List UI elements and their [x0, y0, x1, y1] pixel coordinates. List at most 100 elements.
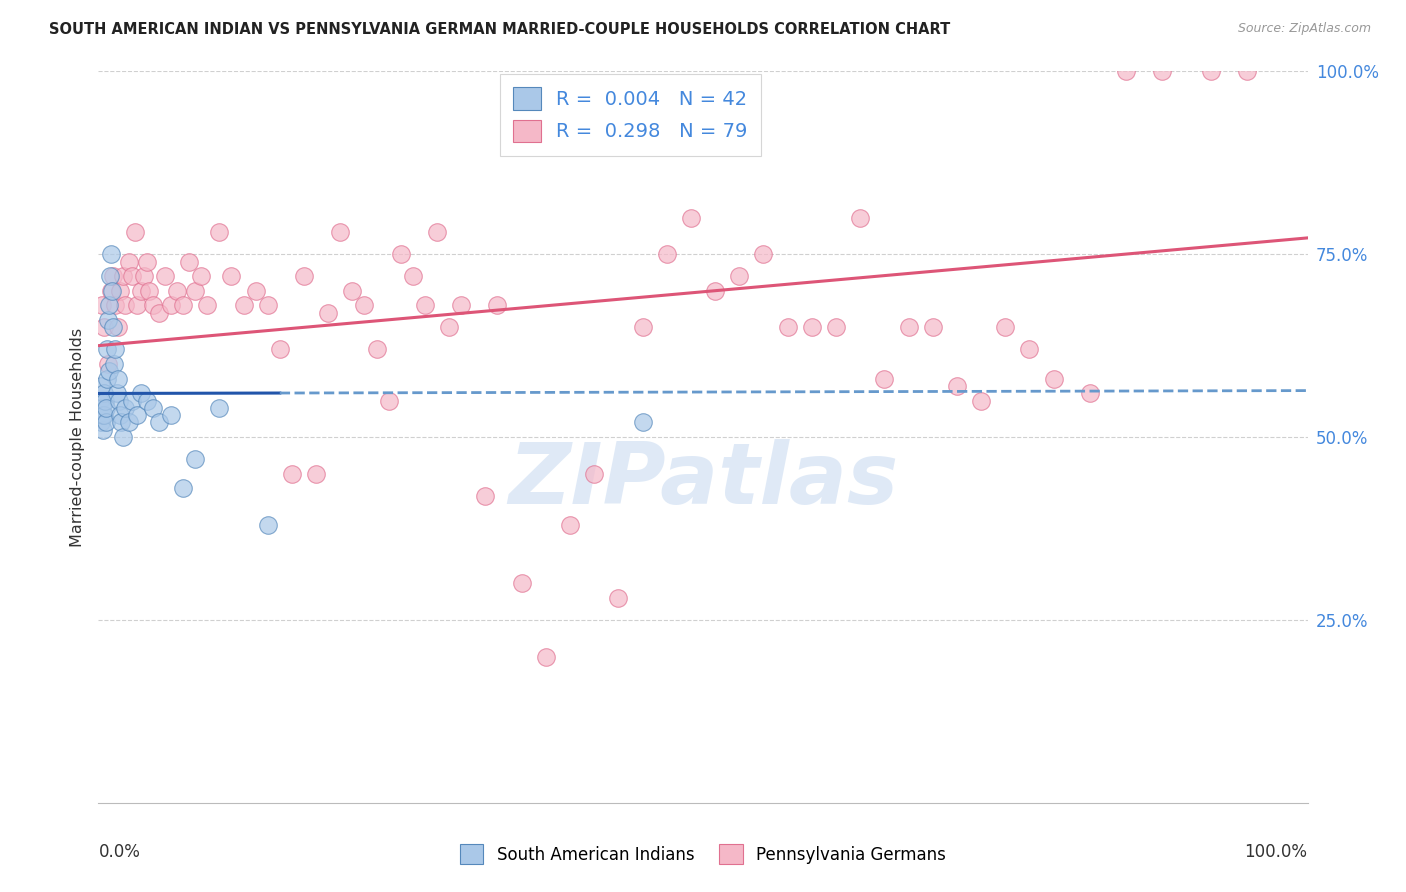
Point: [93, 386, 115, 401]
Point: [195, 298, 218, 312]
Point: [91, 401, 114, 415]
Point: [111, 269, 134, 284]
Point: [970, 393, 993, 408]
Legend: R =  0.004   N = 42, R =  0.298   N = 79: R = 0.004 N = 42, R = 0.298 N = 79: [499, 74, 761, 155]
Point: [153, 269, 176, 284]
Point: [413, 298, 436, 312]
Point: [994, 320, 1017, 334]
Point: [946, 379, 969, 393]
Point: [127, 298, 149, 312]
Point: [96, 371, 118, 385]
Point: [849, 211, 872, 225]
Point: [148, 306, 170, 320]
Point: [1018, 343, 1040, 357]
Point: [389, 247, 412, 261]
Point: [1236, 64, 1258, 78]
Point: [190, 269, 212, 284]
Point: [135, 254, 157, 268]
Point: [437, 320, 460, 334]
Point: [90, 416, 112, 430]
Point: [110, 416, 132, 430]
Point: [91, 298, 114, 312]
Point: [281, 467, 304, 481]
Point: [135, 393, 157, 408]
Point: [450, 298, 472, 312]
Point: [269, 343, 291, 357]
Point: [184, 452, 207, 467]
Point: [101, 269, 124, 284]
Point: [179, 254, 201, 268]
Point: [90, 379, 112, 393]
Point: [96, 343, 118, 357]
Point: [124, 225, 146, 239]
Point: [118, 254, 141, 268]
Point: [96, 401, 118, 415]
Point: [94, 393, 117, 408]
Point: [101, 320, 124, 334]
Point: [583, 467, 606, 481]
Point: [873, 371, 896, 385]
Point: [377, 393, 399, 408]
Point: [172, 481, 194, 495]
Point: [305, 467, 328, 481]
Point: [534, 649, 557, 664]
Point: [91, 423, 114, 437]
Point: [208, 401, 231, 415]
Point: [89, 393, 111, 408]
Point: [232, 298, 254, 312]
Point: [208, 225, 231, 239]
Point: [104, 343, 127, 357]
Point: [103, 357, 125, 371]
Point: [100, 247, 122, 261]
Point: [486, 298, 509, 312]
Point: [1042, 371, 1064, 385]
Point: [148, 416, 170, 430]
Point: [558, 517, 581, 532]
Point: [97, 364, 120, 378]
Point: [921, 320, 943, 334]
Point: [402, 269, 425, 284]
Point: [108, 393, 131, 408]
Text: 0.0%: 0.0%: [98, 843, 141, 861]
Point: [897, 320, 920, 334]
Legend: South American Indians, Pennsylvania Germans: South American Indians, Pennsylvania Ger…: [453, 838, 953, 871]
Point: [94, 416, 117, 430]
Point: [166, 284, 188, 298]
Point: [172, 298, 194, 312]
Point: [138, 284, 160, 298]
Y-axis label: Married-couple Households: Married-couple Households: [69, 327, 84, 547]
Point: [98, 269, 121, 284]
Point: [607, 591, 630, 605]
Text: SOUTH AMERICAN INDIAN VS PENNSYLVANIA GERMAN MARRIED-COUPLE HOUSEHOLDS CORRELATI: SOUTH AMERICAN INDIAN VS PENNSYLVANIA GE…: [49, 22, 950, 37]
Point: [107, 320, 129, 334]
Point: [800, 320, 823, 334]
Point: [366, 343, 388, 357]
Point: [160, 298, 183, 312]
Point: [704, 284, 727, 298]
Point: [114, 298, 136, 312]
Point: [121, 269, 143, 284]
Text: 100.0%: 100.0%: [1244, 843, 1308, 861]
Point: [129, 284, 152, 298]
Point: [353, 298, 375, 312]
Point: [98, 298, 121, 312]
Point: [825, 320, 848, 334]
Point: [776, 320, 799, 334]
Point: [100, 284, 122, 298]
Point: [329, 225, 352, 239]
Point: [631, 320, 654, 334]
Point: [118, 416, 141, 430]
Point: [256, 517, 278, 532]
Point: [631, 416, 654, 430]
Point: [342, 284, 364, 298]
Point: [93, 320, 115, 334]
Point: [679, 211, 702, 225]
Point: [107, 371, 129, 385]
Point: [292, 269, 315, 284]
Point: [142, 298, 165, 312]
Point: [1199, 64, 1222, 78]
Point: [97, 357, 120, 371]
Point: [752, 247, 775, 261]
Point: [256, 298, 278, 312]
Point: [142, 401, 165, 415]
